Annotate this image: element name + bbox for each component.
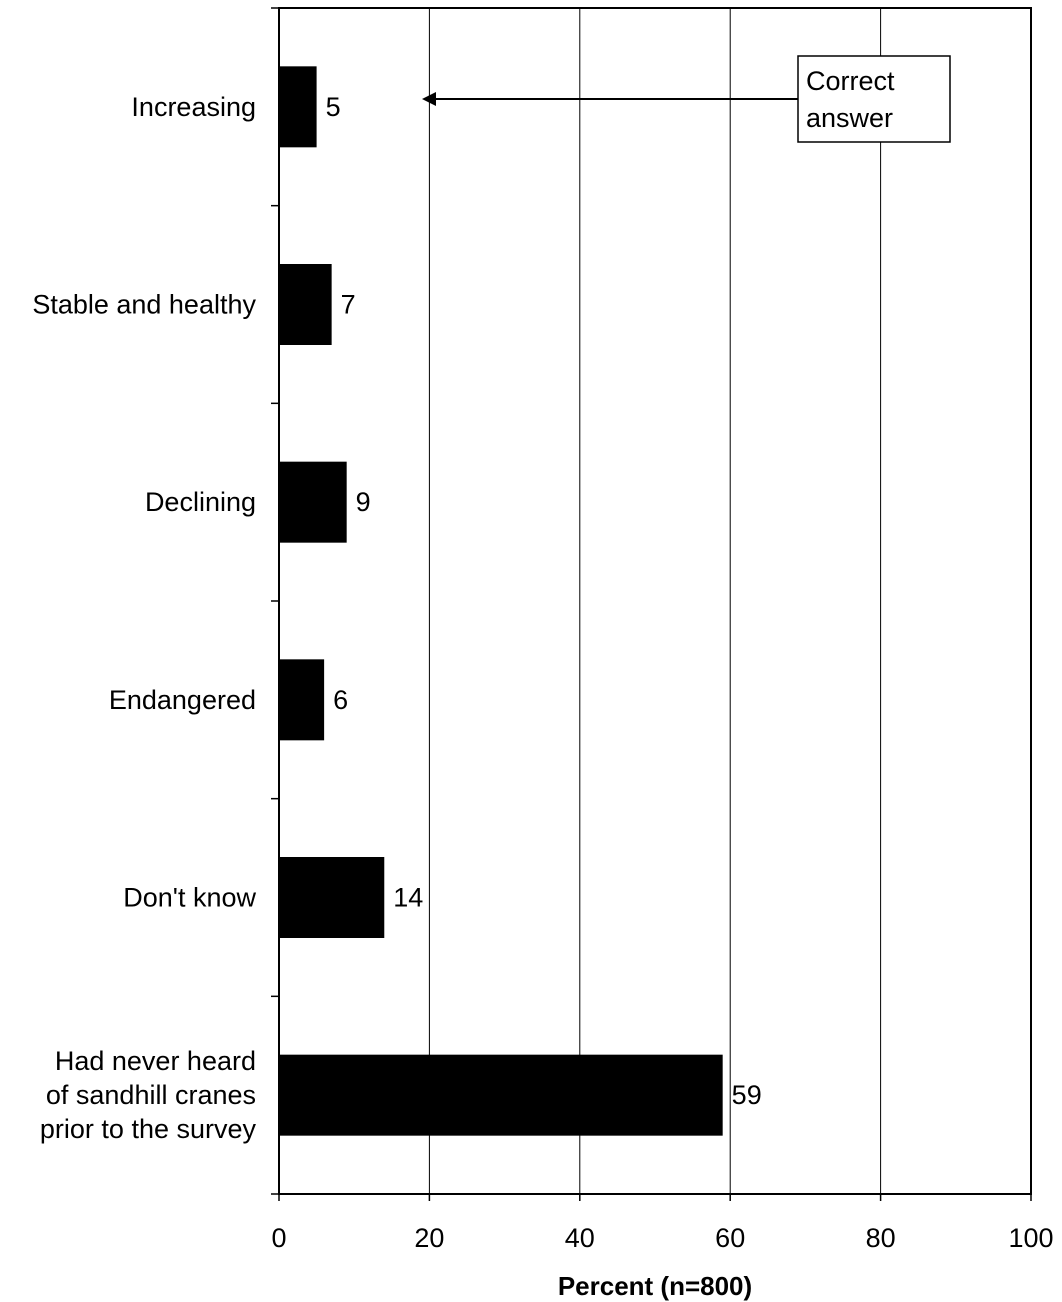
bar	[279, 66, 317, 148]
bar	[279, 857, 385, 938]
category-label: prior to the survey	[40, 1114, 257, 1144]
annotation-box	[797, 55, 951, 143]
x-tick-label: 60	[715, 1223, 745, 1253]
data-labels: 5 7 9 6 14 59	[326, 92, 762, 1110]
data-label: 59	[732, 1080, 762, 1110]
bar	[279, 264, 332, 345]
category-label: Declining	[145, 487, 256, 517]
x-axis-ticks	[278, 1194, 1032, 1201]
y-axis-ticks	[271, 7, 279, 1195]
data-label: 5	[326, 92, 341, 122]
bar	[279, 659, 325, 741]
category-label: Don't know	[123, 883, 256, 913]
category-label: Stable and healthy	[32, 290, 256, 320]
category-label: of sandhill cranes	[46, 1080, 256, 1110]
data-label: 9	[356, 487, 371, 517]
annotation-line-2: answer	[806, 103, 893, 133]
data-label: 14	[393, 883, 423, 913]
x-tick-label: 40	[565, 1223, 595, 1253]
arrow-head-icon	[422, 92, 436, 106]
annotation: Correct answer	[422, 55, 951, 143]
bar	[279, 461, 347, 543]
data-label: 6	[333, 685, 348, 715]
category-labels: Increasing Stable and healthy Declining End…	[32, 92, 256, 1144]
category-label: Had never heard	[55, 1046, 256, 1076]
plot-area	[278, 7, 1032, 1195]
data-label: 7	[341, 290, 356, 320]
x-tick-label: 100	[1008, 1223, 1053, 1253]
category-label: Increasing	[131, 92, 256, 122]
annotation-line-1: Correct	[806, 66, 895, 96]
gridlines	[428, 8, 882, 1194]
bar	[279, 1054, 723, 1136]
x-tick-label: 0	[271, 1223, 286, 1253]
x-tick-label: 20	[414, 1223, 444, 1253]
bars	[279, 66, 723, 1136]
x-tick-labels: 0 20 40 60 80 100	[271, 1223, 1053, 1253]
category-label: Endangered	[109, 685, 256, 715]
x-axis-title: Percent (n=800)	[558, 1271, 752, 1301]
x-tick-label: 80	[866, 1223, 896, 1253]
